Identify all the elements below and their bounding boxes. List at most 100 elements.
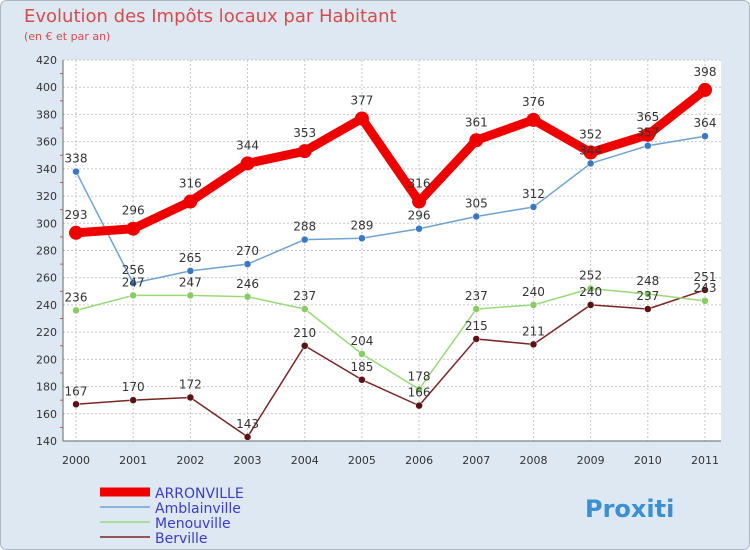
data-label: 316	[179, 177, 202, 191]
data-point	[701, 297, 709, 305]
data-label: 364	[694, 116, 717, 130]
data-point	[472, 212, 481, 221]
x-tick-label: 2001	[119, 454, 147, 467]
data-label: 288	[293, 220, 316, 234]
data-label: 172	[179, 377, 202, 391]
data-label: 243	[694, 281, 717, 295]
data-label: 270	[236, 244, 259, 258]
logo-text: Proxiti	[585, 495, 674, 523]
data-label: 167	[65, 384, 88, 398]
data-point	[186, 393, 195, 402]
legend-label: Amblainville	[155, 501, 241, 517]
data-point	[415, 401, 423, 410]
plot-area: 140 160 180 200 220 240 260 280 300 320 340 360 380 4…	[36, 54, 721, 467]
data-point	[300, 342, 309, 350]
data-label: 143	[236, 417, 259, 431]
y-tick-label: 140	[36, 435, 57, 448]
data-point	[586, 301, 595, 309]
data-label: 237	[293, 289, 316, 303]
data-label: 247	[179, 275, 202, 289]
data-point	[644, 290, 652, 298]
data-point	[186, 267, 195, 275]
x-tick-label: 2011	[691, 454, 719, 467]
x-tick-label: 2008	[519, 454, 547, 467]
data-label: 185	[350, 360, 373, 374]
data-point	[644, 305, 652, 313]
data-label: 248	[636, 274, 659, 288]
data-point	[529, 340, 538, 349]
data-label: 237	[465, 289, 488, 303]
y-tick-label: 320	[36, 190, 57, 203]
data-label: 338	[65, 152, 88, 166]
data-label: 316	[408, 177, 431, 191]
data-point	[472, 305, 481, 313]
data-point	[243, 293, 252, 301]
series-berville	[72, 286, 709, 441]
data-point	[186, 291, 195, 300]
data-label: 296	[408, 209, 431, 223]
data-label: 312	[522, 187, 545, 201]
x-tick-label: 2005	[348, 454, 376, 467]
data-point	[701, 132, 709, 140]
legend-label: Berville	[155, 531, 208, 547]
legend-label: Menouville	[155, 516, 231, 532]
data-label: 344	[236, 138, 259, 152]
data-point	[126, 221, 141, 236]
y-tick-label: 360	[36, 136, 57, 149]
data-label: 361	[465, 115, 488, 129]
data-point	[129, 279, 137, 287]
data-point	[358, 234, 366, 243]
data-point	[243, 260, 252, 268]
y-tick-label: 420	[36, 54, 57, 67]
x-tick-label: 2009	[577, 454, 605, 467]
x-tick-label: 2003	[234, 454, 262, 467]
data-label: 377	[350, 94, 373, 108]
data-point	[469, 133, 484, 148]
data-point	[415, 224, 423, 233]
series-menouville	[72, 284, 709, 394]
data-label: 210	[293, 326, 316, 340]
y-tick-label: 260	[36, 272, 57, 285]
data-point	[358, 376, 366, 384]
data-label: 305	[465, 196, 488, 210]
data-point	[72, 167, 80, 176]
y-tick-label: 380	[36, 108, 57, 121]
data-label: 376	[522, 95, 545, 109]
data-point	[300, 305, 309, 313]
series-line	[75, 289, 706, 438]
y-tick-label: 220	[36, 326, 57, 339]
data-point	[529, 203, 538, 211]
data-label: 398	[694, 65, 717, 79]
data-point	[415, 385, 423, 394]
data-point	[129, 396, 137, 404]
data-label: 236	[65, 290, 88, 304]
y-tick-label: 200	[36, 353, 57, 366]
data-point	[529, 301, 538, 309]
data-label: 211	[522, 324, 545, 338]
data-point	[300, 235, 309, 244]
legend-label: ARRONVILLE	[155, 486, 244, 502]
data-label: 357	[636, 126, 659, 140]
x-tick-label: 2006	[405, 454, 433, 467]
data-point	[358, 350, 366, 358]
data-label: 240	[522, 285, 545, 299]
data-label: 237	[636, 289, 659, 303]
data-label: 215	[465, 319, 488, 333]
data-label: 252	[579, 269, 602, 283]
data-point	[72, 306, 80, 315]
data-label: 170	[122, 380, 145, 394]
x-tick-label: 2010	[634, 454, 662, 467]
data-label: 178	[408, 369, 431, 383]
x-tick-label: 2007	[462, 454, 490, 467]
data-point	[583, 145, 598, 160]
data-point	[701, 286, 709, 294]
data-label: 293	[65, 208, 88, 222]
data-point	[586, 284, 595, 293]
data-point	[297, 144, 312, 159]
series-line	[71, 85, 710, 238]
x-tick-label: 2000	[62, 454, 90, 467]
series-line	[75, 135, 706, 284]
